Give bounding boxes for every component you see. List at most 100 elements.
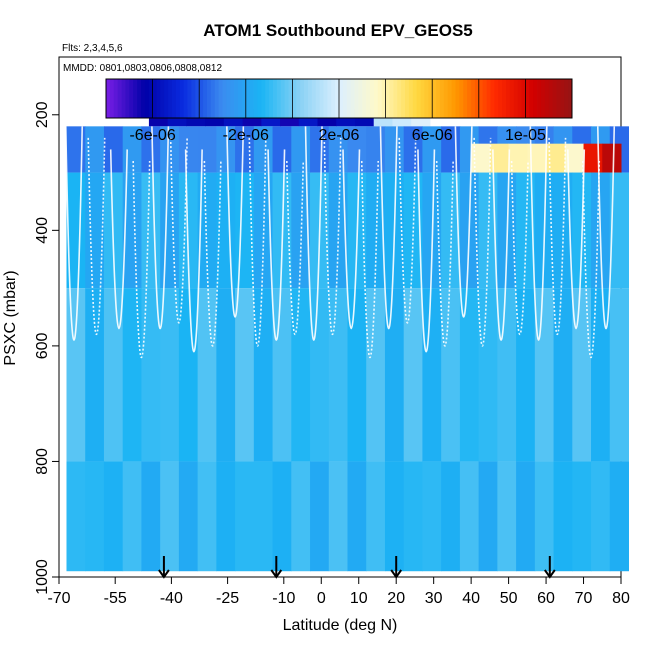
colorbar-segment	[300, 79, 305, 118]
y-axis-label: PSXC (mbar)	[2, 270, 19, 365]
colorbar-segment	[133, 79, 138, 118]
x-tick-label: 20	[387, 590, 405, 607]
colorbar-segment	[195, 79, 200, 118]
heatmap-cell	[197, 172, 217, 289]
colorbar-segment	[156, 79, 161, 118]
y-tick-label: 400	[34, 217, 51, 244]
heatmap-cell	[291, 288, 311, 462]
heatmap-cell	[197, 126, 217, 173]
colorbar-segment	[366, 79, 371, 118]
heatmap-cell	[609, 288, 629, 462]
flight-profile	[342, 149, 361, 330]
flight-profile	[548, 137, 567, 336]
colorbar-segment	[311, 79, 317, 118]
heatmap-cell	[366, 288, 386, 462]
colorbar	[105, 78, 573, 119]
colorbar-segment	[439, 79, 445, 118]
colorbar-segment	[370, 79, 375, 118]
heatmap-cell	[103, 461, 124, 572]
heatmap-cell	[516, 172, 536, 289]
heatmap-cell	[291, 172, 311, 289]
x-tick-label: 60	[537, 590, 555, 607]
colorbar-segment	[490, 79, 495, 118]
heatmap-cell	[85, 461, 105, 572]
flight-profile	[109, 149, 128, 330]
heatmap-cell	[141, 126, 161, 173]
heatmap-cell	[216, 288, 236, 462]
flight-profile	[226, 126, 245, 318]
colorbar-segment	[478, 79, 484, 118]
heatmap-cell	[66, 461, 86, 572]
colorbar-segment	[218, 79, 223, 118]
colorbar-segment	[230, 79, 235, 118]
colorbar-segment	[560, 79, 565, 118]
heatmap-cell	[609, 172, 629, 289]
heatmap-cell	[516, 461, 536, 572]
heatmap-cell	[122, 172, 142, 289]
colorbar-segment	[117, 79, 122, 118]
colorbar-segment	[401, 79, 406, 118]
colorbar-segment	[381, 79, 386, 118]
x-axis: -70 -55 -40 -25 -10 0 10 20 30 40 50 60 70 80	[47, 577, 630, 607]
heatmap-cell	[366, 126, 386, 173]
heatmap-cell	[160, 126, 180, 173]
colorbar-segment	[276, 79, 282, 118]
heatmap-cell	[534, 288, 555, 462]
colorbar-segment	[455, 79, 460, 118]
colorbar-segment	[350, 79, 355, 118]
heatmap-cell	[291, 126, 311, 173]
heatmap-cell	[527, 143, 547, 173]
colorbar-segment	[125, 79, 130, 118]
x-tick-label: -40	[160, 590, 183, 607]
colorbar-tick-label: 2e-06	[319, 127, 360, 144]
heatmap	[66, 109, 629, 572]
heatmap-cell	[66, 288, 86, 462]
colorbar-segment	[568, 79, 573, 118]
colorbar-segment	[292, 79, 297, 118]
colorbar-segment	[482, 79, 487, 118]
x-tick-label: 30	[425, 590, 443, 607]
flight-profile	[529, 126, 548, 341]
colorbar-segment	[529, 79, 534, 118]
colorbar-segment	[249, 79, 254, 118]
heatmap-cell	[272, 288, 292, 462]
colorbar-segment	[521, 79, 526, 118]
x-tick-label: 80	[612, 590, 630, 607]
colorbar-segment	[304, 79, 309, 118]
heatmap-cell	[141, 172, 161, 289]
y-tick-label: 800	[34, 448, 51, 475]
colorbar-segment	[137, 79, 142, 118]
heatmap-cell	[328, 288, 348, 462]
colorbar-segment	[187, 79, 192, 118]
heatmap-cell	[489, 143, 510, 173]
colorbar-segment	[284, 79, 289, 118]
heatmap-cell	[197, 288, 217, 462]
colorbar-segment	[179, 79, 185, 118]
heatmap-cell	[178, 461, 199, 572]
colorbar-segment	[416, 79, 421, 118]
colorbar-segment	[443, 79, 449, 118]
colorbar-segment	[331, 79, 336, 118]
colorbar-segment	[272, 79, 278, 118]
flights-label: Flts: 2,3,4,5,6	[62, 43, 123, 54]
heatmap-cell	[553, 461, 573, 572]
flight-profile	[169, 137, 188, 324]
colorbar-segment	[451, 79, 456, 118]
colorbar-segment	[544, 79, 550, 118]
heatmap-cell	[384, 461, 405, 572]
colorbar-segment	[498, 79, 503, 118]
colorbar-segment	[210, 79, 216, 118]
colorbar-segment	[408, 79, 414, 118]
colorbar-segment	[525, 79, 530, 118]
flight-profile	[203, 160, 222, 347]
flight-profile	[581, 160, 601, 359]
heatmap-cell	[253, 461, 274, 572]
heatmap-cell	[516, 288, 536, 462]
flight-profile	[360, 160, 380, 359]
heatmap-cell	[384, 126, 405, 173]
colorbar-segment	[373, 79, 379, 118]
heatmap-cell	[178, 126, 199, 173]
colorbar-segment	[206, 79, 212, 118]
colorbar-segment	[505, 79, 511, 118]
heatmap-cell	[478, 461, 498, 572]
